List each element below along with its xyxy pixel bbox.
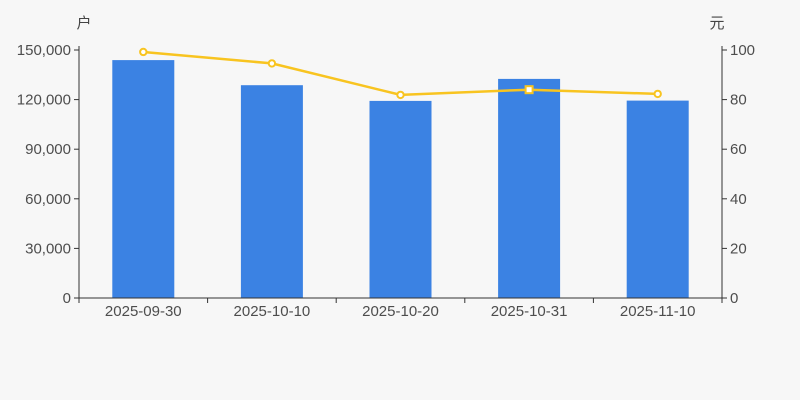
- line-marker-square-2025-10-31[interactable]: [524, 85, 534, 95]
- axes-group: [74, 46, 727, 303]
- left-axis-tick-label: 90,000: [25, 141, 71, 158]
- left-axis-tick-label: 30,000: [25, 240, 71, 257]
- right-axis-title: 元: [709, 15, 724, 32]
- left-axis-tick-label: 60,000: [25, 191, 71, 208]
- bars-group: [112, 60, 689, 299]
- x-axis-label: 2025-10-20: [362, 303, 439, 320]
- x-axis-label: 2025-11-10: [620, 303, 696, 320]
- left-axis-tick-label: 120,000: [17, 92, 71, 109]
- line-marker-2025-11-10[interactable]: [653, 89, 662, 99]
- bar-2025-10-10[interactable]: [240, 85, 303, 298]
- x-axis-label: 2025-09-30: [105, 303, 182, 320]
- bar-2025-10-31[interactable]: [498, 78, 561, 299]
- right-axis-tick-label: 0: [730, 290, 738, 307]
- line-series-path: [142, 50, 659, 97]
- x-axis-label: 2025-10-31: [491, 303, 568, 320]
- right-axis-tick-label: 100: [730, 42, 755, 59]
- left-axis-tick-label: 150,000: [17, 42, 71, 59]
- right-axis-tick-label: 20: [730, 240, 747, 257]
- right-axis-tick-label: 40: [730, 191, 747, 208]
- line-series-group: [139, 47, 662, 100]
- bar-2025-10-20[interactable]: [369, 100, 432, 299]
- x-axis-label: 2025-10-10: [234, 303, 311, 320]
- left-axis-tick-label: 0: [63, 290, 71, 307]
- right-axis-tick-label: 60: [730, 141, 747, 158]
- right-axis-tick-label: 80: [730, 92, 747, 109]
- bar-2025-09-30[interactable]: [112, 60, 175, 298]
- bar-2025-11-10[interactable]: [626, 100, 689, 298]
- left-axis-title: 户: [76, 15, 91, 32]
- line-marker-2025-10-20[interactable]: [396, 90, 405, 100]
- line-marker-2025-09-30[interactable]: [139, 47, 148, 57]
- tick-labels-group: 0 30,000 60,000 90,000 120,000 150,000 0 20 40 60…: [17, 42, 755, 320]
- line-marker-2025-10-10[interactable]: [267, 59, 277, 68]
